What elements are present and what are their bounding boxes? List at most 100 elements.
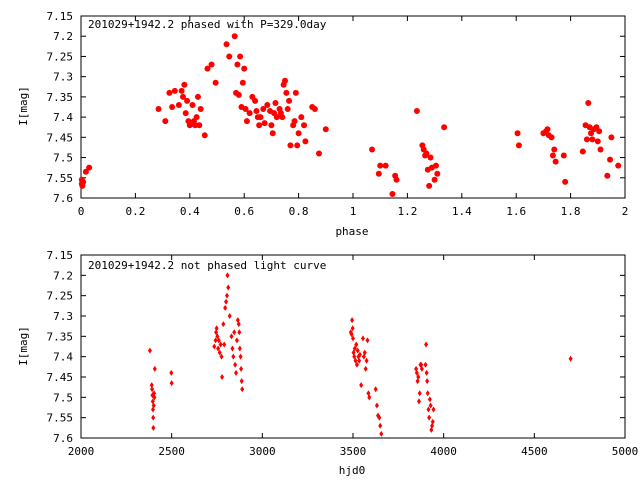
unphased-y-tick-label: 7.45 — [47, 371, 74, 384]
unphased-data-point — [216, 345, 221, 352]
unphased-data-point — [351, 335, 355, 342]
unphased-data-point — [212, 343, 217, 350]
phased-data-point — [223, 41, 230, 48]
phased-data-point — [579, 148, 586, 155]
unphased-data-point — [373, 386, 378, 393]
phased-x-tick-label: 1.8 — [561, 205, 581, 218]
phased-data-point — [560, 152, 567, 159]
phased-data-point — [548, 134, 555, 141]
phased-data-point — [369, 146, 376, 153]
phased-data-point — [252, 97, 259, 104]
unphased-data-point — [431, 406, 436, 413]
unphased-data-point — [169, 369, 174, 376]
unphased-data-point — [152, 394, 157, 401]
unphased-data-point — [417, 390, 422, 397]
phased-data-point — [552, 158, 559, 165]
phased-plot: 201029+1942.2 phased with P=329.0day pha… — [17, 10, 628, 238]
phased-data-point — [208, 61, 215, 68]
unphased-data-point — [232, 329, 237, 336]
phased-y-tick-label: 7.3 — [53, 71, 73, 84]
unphased-data-point — [425, 390, 430, 397]
phased-data-point — [594, 138, 601, 145]
phased-x-tick-label: 1.4 — [452, 205, 472, 218]
unphased-data-point — [377, 414, 382, 421]
phased-x-axis-label: phase — [335, 225, 368, 238]
unphased-data-point — [238, 353, 243, 360]
unphased-data-point — [430, 418, 435, 425]
phased-x-tick-label: 0.6 — [234, 205, 254, 218]
phased-data-point — [432, 162, 439, 169]
unphased-y-tick-label: 7.3 — [53, 310, 73, 323]
phased-data-point — [607, 156, 614, 163]
phased-data-point — [426, 182, 433, 189]
phased-data-point — [155, 106, 162, 113]
phased-data-point — [389, 190, 396, 197]
unphased-data-point — [360, 335, 365, 342]
phased-data-point — [226, 53, 233, 60]
unphased-x-tick-label: 2000 — [68, 445, 95, 458]
phased-data-point — [261, 120, 268, 127]
unphased-y-tick-label: 7.25 — [47, 290, 74, 303]
unphased-data-point — [213, 337, 218, 344]
phased-data-point — [256, 122, 263, 129]
phased-data-point — [264, 101, 271, 108]
phased-data-point — [166, 89, 173, 96]
unphased-data-point — [374, 402, 379, 409]
unphased-x-tick-label: 4000 — [430, 445, 457, 458]
unphased-data-point — [218, 341, 223, 348]
unphased-data-point — [219, 353, 224, 360]
unphased-data-point — [150, 386, 155, 393]
unphased-data-point — [379, 430, 384, 437]
phased-y-tick-label: 7.4 — [53, 111, 73, 124]
unphased-data-point — [237, 345, 242, 352]
unphased-y-tick-label: 7.55 — [47, 412, 74, 425]
unphased-data-point — [234, 337, 239, 344]
phased-data-point — [298, 114, 305, 121]
unphased-data-point — [350, 317, 355, 324]
phased-data-point — [181, 81, 188, 88]
phased-data-point — [382, 162, 389, 169]
unphased-data-point — [229, 333, 234, 340]
unphased-data-point — [151, 402, 156, 409]
unphased-data-point — [357, 351, 362, 358]
phased-data-point — [413, 108, 420, 115]
unphased-data-point — [224, 292, 229, 299]
phased-data-point — [82, 168, 89, 175]
unphased-data-point — [416, 374, 421, 380]
unphased-data-point — [217, 349, 222, 356]
unphased-data-point — [354, 361, 359, 368]
phased-data-point — [549, 152, 556, 159]
phased-x-tick-label: 1.2 — [397, 205, 417, 218]
unphased-y-axis-label: I[mag] — [17, 326, 30, 366]
phased-data-point — [273, 114, 280, 121]
phased-data-point — [615, 162, 622, 169]
phased-data-point — [551, 146, 558, 153]
unphased-data-point — [237, 329, 242, 336]
phased-data-point — [268, 122, 275, 129]
phased-data-point — [377, 162, 384, 169]
phased-data-point — [189, 101, 196, 108]
unphased-y-tick-label: 7.4 — [53, 351, 73, 364]
unphased-y-tick-label: 7.6 — [53, 432, 73, 445]
unphased-data-point — [149, 382, 154, 389]
unphased-data-point — [363, 365, 368, 372]
phased-data-point — [272, 99, 279, 106]
unphased-data-point — [349, 331, 354, 338]
phased-plot-title: 201029+1942.2 phased with P=329.0day — [88, 18, 327, 31]
unphased-data-point — [426, 406, 431, 413]
unphased-data-point — [220, 374, 225, 380]
phased-x-tick-label: 0 — [78, 205, 85, 218]
phased-data-point — [234, 61, 241, 68]
unphased-data-point — [239, 365, 244, 372]
phased-data-point — [269, 130, 276, 137]
phased-x-tick-label: 0.2 — [125, 205, 145, 218]
phased-data-point — [162, 118, 169, 125]
phased-y-tick-label: 7.5 — [53, 152, 73, 165]
unphased-data-point — [169, 380, 174, 387]
phased-data-point — [322, 126, 329, 133]
phased-data-point — [301, 122, 308, 129]
unphased-data-point — [151, 414, 156, 421]
phased-data-point — [253, 108, 260, 115]
phased-data-point — [204, 65, 211, 72]
phased-data-point — [583, 136, 590, 143]
